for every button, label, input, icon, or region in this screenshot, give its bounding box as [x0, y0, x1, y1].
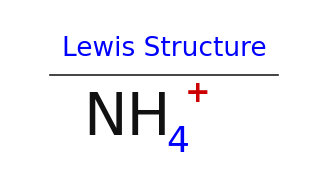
Text: +: +	[185, 79, 210, 108]
Text: 4: 4	[166, 125, 189, 159]
Text: Lewis Structure: Lewis Structure	[62, 36, 266, 62]
Text: NH: NH	[83, 90, 171, 147]
